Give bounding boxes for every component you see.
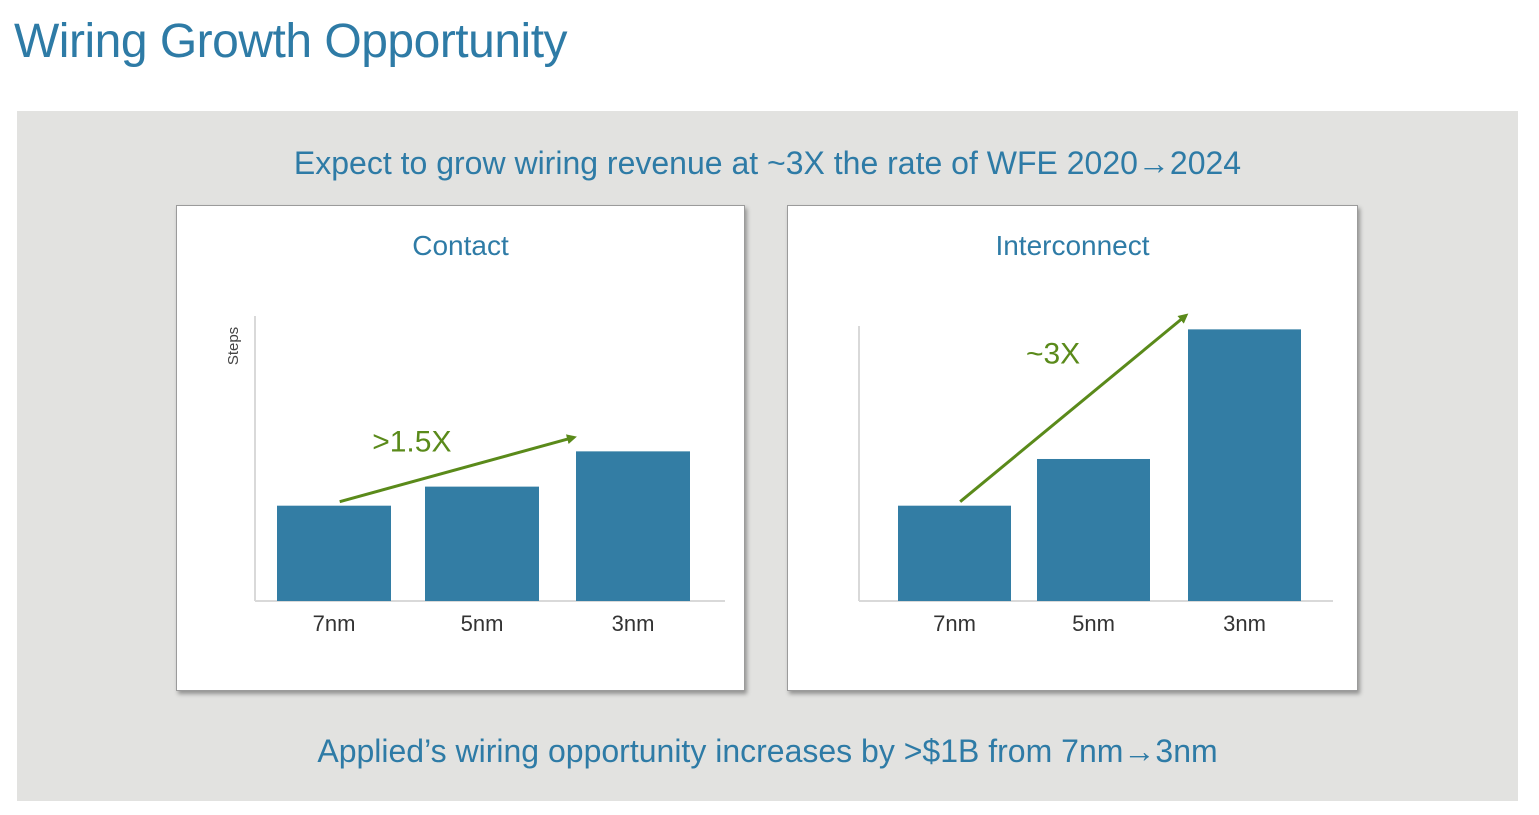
x-tick-label: 5nm xyxy=(461,611,504,636)
footline: Applied’s wiring opportunity increases b… xyxy=(317,733,1218,769)
x-tick-label: 5nm xyxy=(1072,611,1115,636)
interconnect-chart-title: Interconnect xyxy=(995,230,1150,261)
bar-5nm xyxy=(1037,458,1150,601)
x-tick-label: 3nm xyxy=(1223,611,1266,636)
growth-annotation: ~3X xyxy=(1026,338,1080,371)
bar-7nm xyxy=(277,505,391,601)
growth-arrow xyxy=(339,434,577,504)
interconnect-chart: 7nm 5nm 3nm ~3X xyxy=(858,313,1333,636)
bar-7nm xyxy=(898,505,1011,601)
y-axis-label: Steps xyxy=(225,327,242,365)
x-tick-label: 3nm xyxy=(612,611,655,636)
headline: Expect to grow wiring revenue at ~3X the… xyxy=(293,145,1242,181)
contact-chart: 7nm 5nm 3nm Steps >1.5X xyxy=(225,316,725,636)
bar-5nm xyxy=(425,486,539,601)
content-panel: Expect to grow wiring revenue at ~3X the… xyxy=(17,111,1518,801)
x-tick-label: 7nm xyxy=(933,611,976,636)
growth-annotation: >1.5X xyxy=(372,426,451,459)
contact-chart-title: Contact xyxy=(412,230,509,261)
growth-arrow xyxy=(959,313,1189,503)
x-tick-label: 7nm xyxy=(313,611,356,636)
interconnect-chart-card: Interconnect 7nm 5nm 3nm ~3X xyxy=(787,205,1358,691)
bar-3nm xyxy=(1188,329,1301,601)
contact-chart-card: Contact 7nm 5nm 3nm Steps >1.5X xyxy=(176,205,745,691)
page-title: Wiring Growth Opportunity xyxy=(14,15,568,68)
bar-3nm xyxy=(576,451,690,601)
